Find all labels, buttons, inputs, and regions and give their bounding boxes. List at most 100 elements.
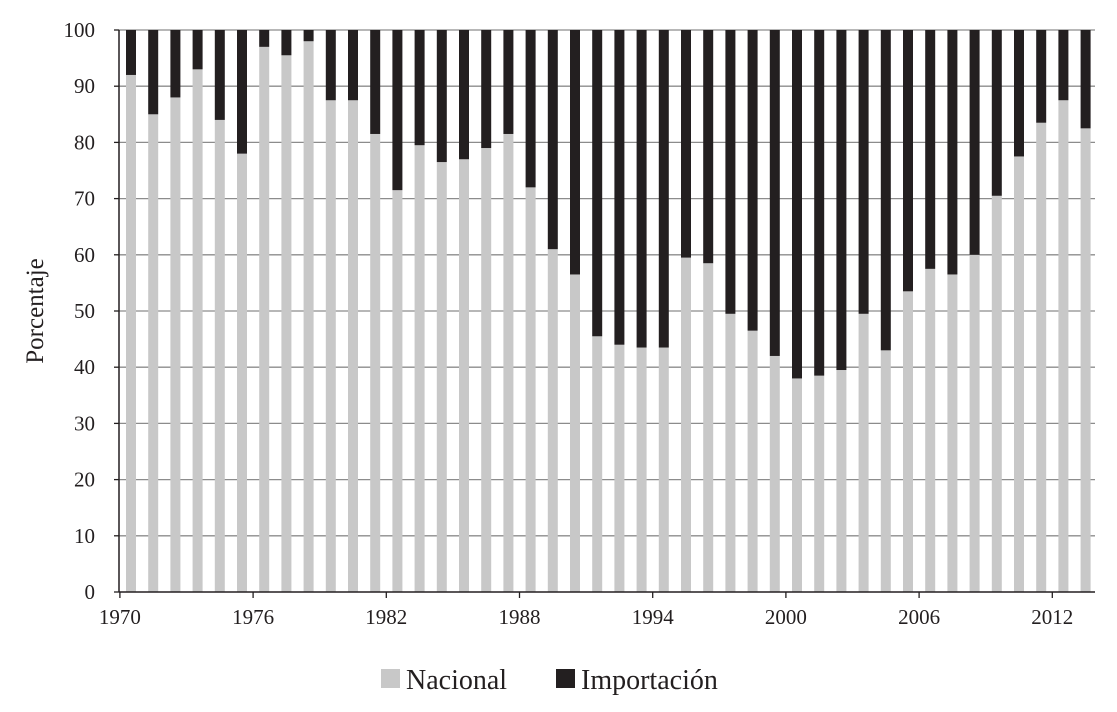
y-tick-label: 60 [74,243,95,267]
y-tick-label: 10 [74,524,95,548]
bar-nacional [747,330,758,592]
y-axis-title: Porcentaje [22,258,49,364]
y-tick-label: 30 [74,411,95,435]
bar-importacion [792,30,802,379]
bar-importacion [547,30,558,250]
bar-importacion [481,30,492,149]
x-tick-label: 2000 [765,605,807,629]
bar-nacional [925,268,936,592]
bar-importacion [592,30,603,337]
bar-nacional [436,162,447,592]
bar-nacional [903,291,913,592]
bar-nacional [370,133,381,592]
bar-nacional [614,344,625,592]
bar-nacional [214,119,225,593]
x-tick-labels: 1970 1976 1982 1988 1994 2000 2006 2012 [99,592,1073,629]
bar-importacion [925,30,936,269]
bar-nacional [303,41,314,593]
x-tick-label: 1988 [499,605,541,629]
bar-nacional [1080,128,1091,592]
bar-importacion [1014,30,1024,157]
bar-importacion [1036,30,1047,123]
bar-importacion [570,30,580,275]
bar-nacional [814,375,825,592]
bar-importacion [769,30,780,356]
legend-swatch-importacion [556,669,575,688]
bar-importacion [1080,30,1091,129]
legend-label-nacional: Nacional [406,665,507,696]
bar-nacional [392,190,403,593]
bar-importacion [370,30,381,134]
bar-importacion [880,30,891,351]
bar-importacion [126,30,136,75]
bar-nacional [459,159,469,592]
y-tick-label: 100 [64,18,96,42]
legend: Nacional Importación [381,665,718,696]
y-tick-label: 40 [74,355,95,379]
y-tick-label: 0 [85,580,96,604]
bar-importacion [814,30,825,376]
y-tick-labels: 0 10 20 30 40 50 60 70 80 90 100 [64,18,119,604]
bar-nacional [547,249,558,592]
bar-importacion [725,30,736,314]
x-tick-label: 2006 [898,605,940,629]
bar-importacion [525,30,536,188]
y-tick-label: 50 [74,299,95,323]
bar-importacion [192,30,203,70]
y-tick-label: 20 [74,468,95,492]
bar-nacional [126,74,136,592]
bar-importacion [459,30,469,160]
bar-importacion [614,30,625,345]
bar-importacion [325,30,336,101]
bar-nacional [636,347,647,592]
bar-importacion [658,30,669,348]
bar-nacional [858,313,869,592]
bar-importacion [259,30,270,47]
bar-importacion [836,30,847,371]
bar-nacional [592,336,603,592]
bar-importacion [392,30,403,191]
bar-importacion [1058,30,1069,101]
bar-importacion [636,30,647,348]
y-tick-label: 90 [74,74,95,98]
bar-nacional [237,153,247,592]
bar-nacional [281,55,292,593]
bar-nacional [525,187,536,593]
y-tick-label: 80 [74,130,95,154]
bar-nacional [348,100,358,592]
bar-nacional [414,145,425,592]
bar-importacion [348,30,358,101]
bar-nacional [1014,156,1024,592]
bar-importacion [681,30,691,258]
bar-importacion [237,30,247,154]
bar-importacion [858,30,869,314]
bar-nacional [769,355,780,592]
bar-importacion [947,30,958,275]
bar-nacional [503,133,514,592]
bar-nacional [681,257,691,592]
bar-nacional [947,274,958,592]
bar-nacional [725,313,736,592]
y-tick-label: 70 [74,187,95,211]
bar-nacional [481,148,492,592]
bar-importacion [703,30,714,264]
bar-importacion [903,30,913,292]
bar-nacional [880,350,891,592]
bar-nacional [259,46,270,593]
bar-nacional [192,69,203,593]
bar-nacional [969,254,980,593]
bar-importacion [991,30,1002,196]
x-tick-label: 1994 [632,605,675,629]
bar-importacion [214,30,225,120]
bar-nacional [836,370,847,592]
bar-nacional [703,263,714,592]
x-tick-label: 1970 [99,605,141,629]
bar-nacional [1058,100,1069,592]
bar-nacional [325,100,336,592]
bar-importacion [436,30,447,163]
bar-nacional [170,97,181,592]
bar-importacion [170,30,181,98]
bars [126,30,1091,593]
x-tick-label: 1976 [232,605,274,629]
